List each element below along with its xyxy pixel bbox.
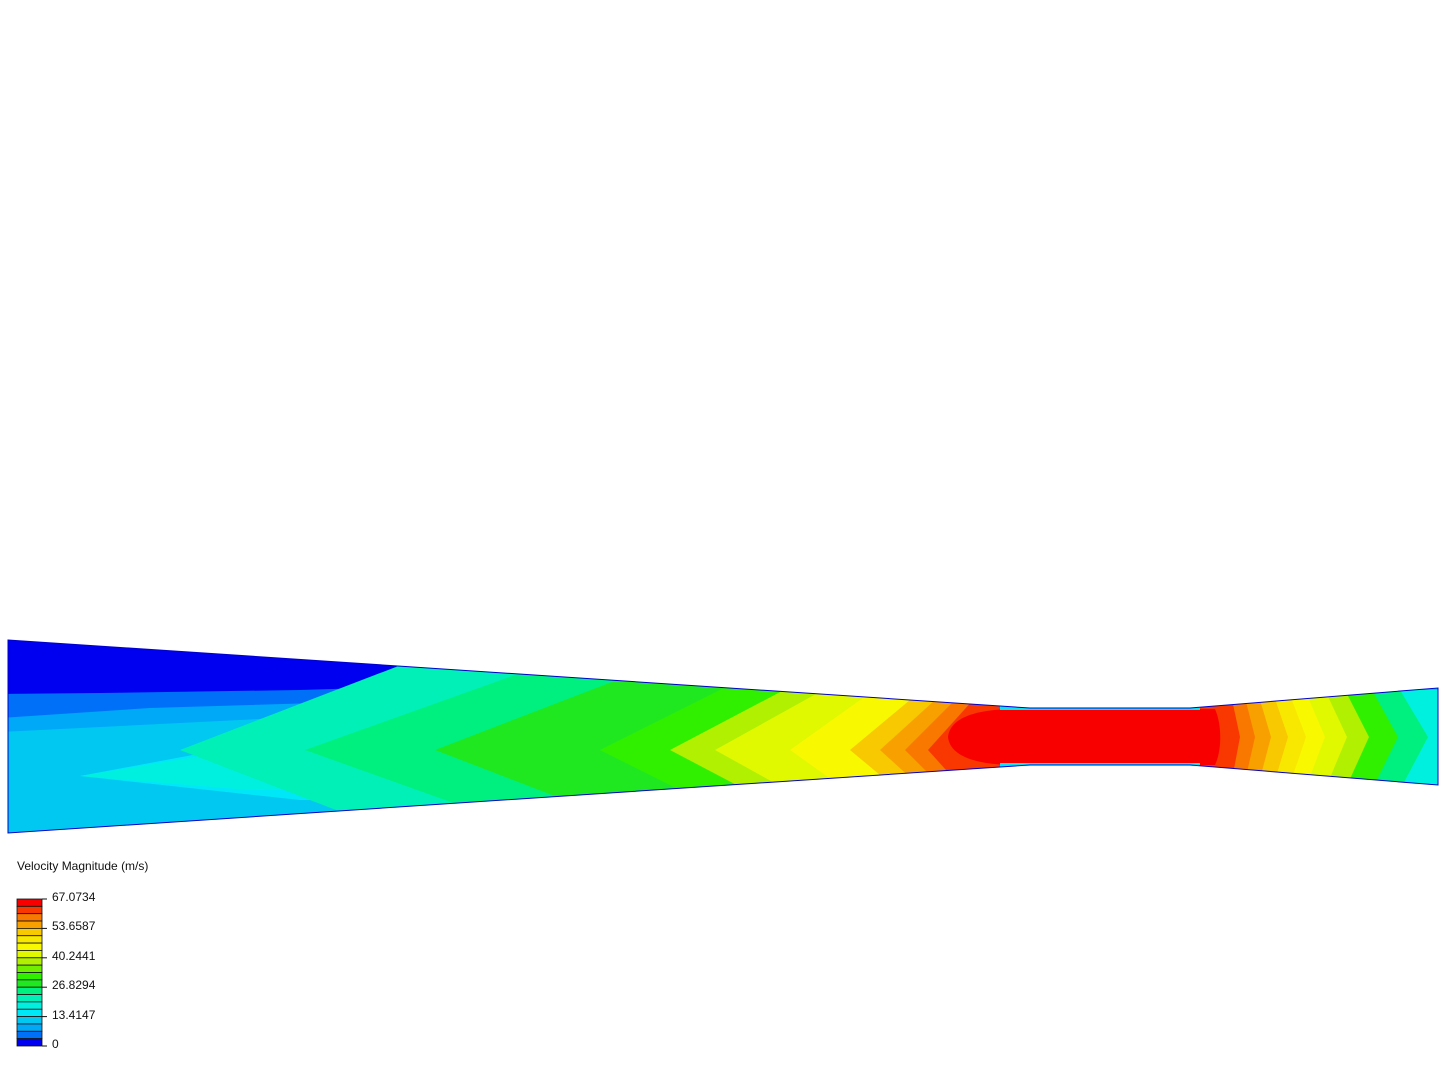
legend-color-swatch: [16, 964, 43, 973]
legend-color-swatch: [16, 935, 43, 944]
legend-color-swatch: [16, 986, 43, 995]
nozzle-flow-field: [8, 640, 1438, 833]
legend-tick-label: 53.6587: [52, 919, 96, 933]
legend-color-swatch: [16, 979, 43, 988]
legend-color-swatch: [16, 1038, 43, 1047]
legend-color-swatch: [16, 942, 43, 951]
color-legend-bar: [16, 898, 47, 1047]
legend-color-swatch: [16, 994, 43, 1003]
legend-title: Velocity Magnitude (m/s): [17, 859, 149, 873]
legend-color-swatch: [16, 1001, 43, 1010]
legend-tick-label: 26.8294: [52, 978, 96, 992]
legend-tick-label: 67.0734: [52, 890, 96, 904]
contour-band: [1400, 690, 1438, 790]
legend-color-swatch: [16, 1023, 43, 1032]
legend-color-swatch: [16, 950, 43, 959]
legend-color-swatch: [16, 1030, 43, 1040]
legend-tick-label: 40.2441: [52, 949, 96, 963]
legend-color-swatch: [16, 1016, 43, 1025]
legend-color-swatch: [16, 920, 43, 929]
legend-color-swatch: [16, 913, 43, 922]
legend-color-swatch: [16, 972, 43, 981]
legend-color-swatch: [16, 928, 43, 937]
legend-tick-label: 0: [52, 1037, 59, 1051]
legend-color-swatch: [16, 905, 43, 915]
contour-band-max: [948, 709, 1221, 765]
nozzle-outline: [7, 639, 1439, 834]
legend-color-swatch: [16, 898, 43, 907]
legend-tick-label: 13.4147: [52, 1008, 96, 1022]
legend-color-swatch: [16, 1008, 43, 1017]
legend-color-swatch: [16, 957, 43, 966]
